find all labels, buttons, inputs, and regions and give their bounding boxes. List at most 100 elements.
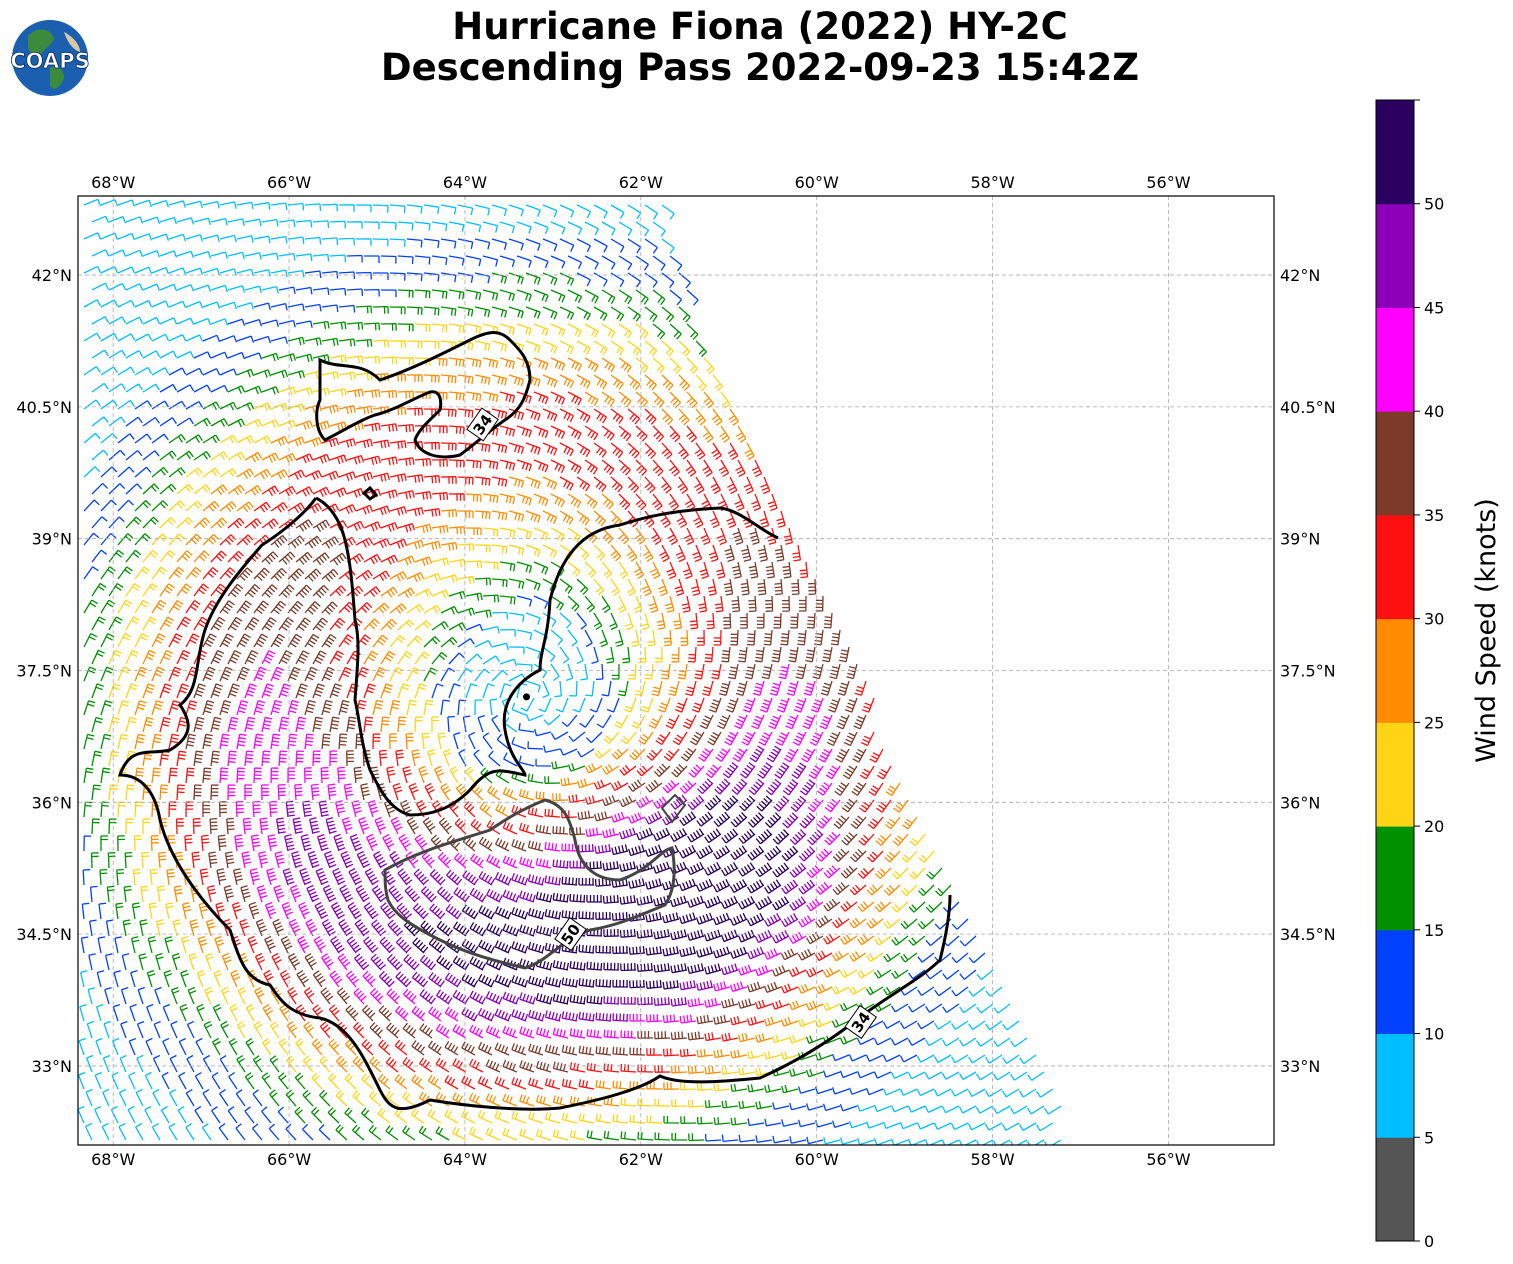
wind-barb (304, 236, 322, 245)
wind-barb (788, 1034, 807, 1044)
wind-barb (139, 919, 148, 937)
wind-barb (527, 908, 545, 920)
wind-barb (250, 834, 261, 852)
wind-barb (950, 1122, 969, 1131)
wind-barb (984, 1088, 1003, 1098)
wind-barb (1001, 1122, 1020, 1131)
wind-barb (620, 1030, 637, 1039)
wind-barb (176, 550, 193, 563)
wind-barb (542, 408, 558, 422)
wind-barb (219, 633, 234, 648)
wind-barb (764, 1118, 782, 1127)
wind-barb (694, 663, 705, 680)
wind-barb (244, 650, 259, 665)
wind-barb (151, 599, 167, 614)
wind-barb (644, 810, 663, 825)
wind-barb (729, 912, 748, 926)
wind-barb (461, 1007, 479, 1022)
wind-barb (227, 318, 246, 327)
wind-barb (397, 716, 407, 733)
wind-barb (423, 374, 440, 383)
wind-barb (287, 767, 296, 784)
wind-barb (658, 578, 669, 597)
wind-barb (91, 249, 110, 257)
wind-barb (91, 416, 109, 427)
wind-barb (125, 716, 137, 733)
wind-barb (332, 867, 346, 886)
wind-barb (431, 557, 449, 566)
wind-barb (90, 852, 99, 869)
wind-barb (933, 1088, 952, 1097)
wind-barb (216, 868, 227, 886)
wind-barb (516, 595, 533, 607)
wind-barb (797, 1018, 816, 1028)
wind-barb (653, 963, 671, 973)
wind-barb (159, 216, 178, 225)
wind-barb (185, 1088, 195, 1107)
wind-barb (270, 436, 289, 447)
wind-barb (817, 782, 833, 796)
wind-barb (856, 1037, 875, 1046)
wind-barb (757, 544, 768, 562)
wind-barb (875, 833, 892, 846)
wind-barb (798, 595, 807, 612)
wind-barb (478, 871, 496, 886)
wind-barb (95, 1037, 103, 1056)
wind-barb (569, 1129, 586, 1141)
wind-barb (585, 827, 603, 837)
wind-barb (644, 408, 657, 425)
wind-barb (117, 700, 130, 716)
colorbar-segment (1376, 514, 1414, 620)
wind-barb (142, 583, 158, 597)
wind-barb (296, 970, 309, 988)
wind-barb (647, 629, 656, 647)
wind-barb (525, 374, 541, 387)
wind-barb (848, 1087, 867, 1095)
wind-barb (151, 400, 169, 410)
wind-barb (667, 527, 678, 546)
wind-barb (103, 1020, 111, 1039)
colorbar-frame (1375, 99, 1415, 1242)
wind-barb (470, 818, 484, 835)
wind-barb (245, 1038, 255, 1056)
wind-barb (338, 371, 356, 381)
wind-barb (535, 1026, 552, 1039)
wind-barb (311, 1072, 323, 1090)
wind-barb (663, 1048, 680, 1057)
wind-barb (380, 716, 390, 733)
wind-barb (729, 946, 748, 959)
wind-barb (414, 289, 431, 299)
wind-barb (304, 633, 320, 648)
wind-barb (397, 619, 415, 631)
wind-barb (278, 219, 296, 228)
wind-barb (159, 616, 174, 631)
wind-barb (461, 973, 479, 988)
wind-barb (227, 583, 244, 598)
wind-barb (469, 1058, 484, 1073)
wind-barb (559, 442, 574, 457)
wind-barb (584, 527, 598, 544)
wind-barb (185, 566, 202, 580)
wind-barb (295, 453, 314, 464)
wind-barb (684, 527, 695, 546)
wind-barb (883, 986, 901, 996)
wind-barb (663, 629, 672, 647)
wind-barb (757, 762, 773, 779)
wind-barb (1027, 1105, 1045, 1115)
wind-barb (244, 1106, 255, 1124)
wind-barb (423, 699, 434, 716)
wind-barb (414, 620, 432, 631)
wind-barb (645, 878, 663, 890)
wind-barb (252, 1055, 263, 1073)
wind-barb (386, 766, 396, 784)
wind-barb (610, 340, 625, 356)
wind-barb (202, 200, 220, 209)
wind-barb (176, 417, 194, 427)
wind-barb (618, 493, 631, 510)
wind-barb (429, 869, 446, 886)
wind-barb (654, 1132, 671, 1141)
wind-barb (91, 818, 100, 835)
wind-barb (193, 384, 212, 393)
wind-barb (519, 1026, 535, 1039)
lat-tick-right: 39°N (1280, 530, 1320, 549)
